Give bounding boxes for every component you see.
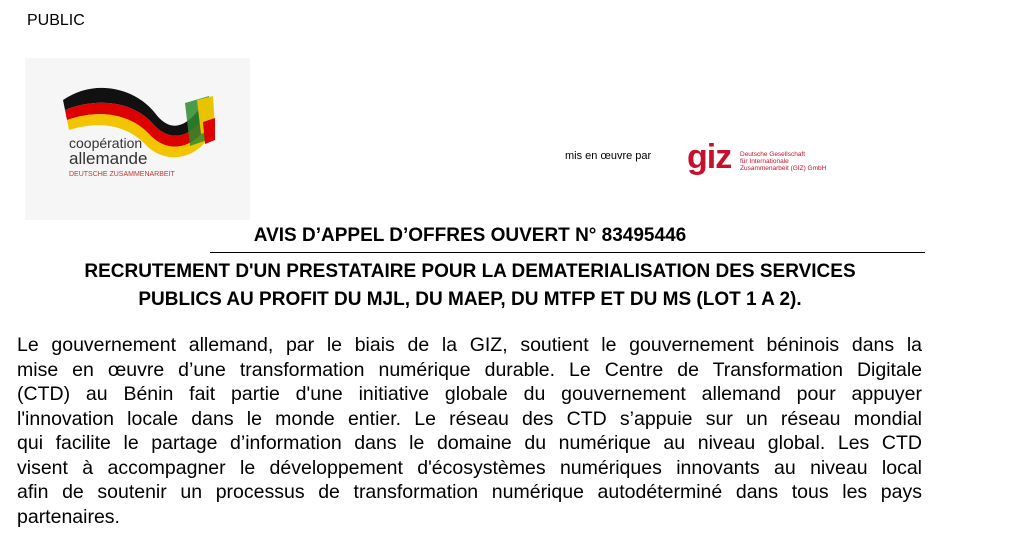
cooperation-logo: coopération allemande DEUTSCHE ZUSAMMENA… [25,58,250,220]
giz-text: Deutsche Gesellschaft [740,151,806,158]
implemented-by: mis en œuvre par [565,150,652,162]
giz-text: Zusammenarbeit (GIZ) GmbH [740,165,827,172]
logo-text: allemande [69,149,148,168]
subtitle-line: RECRUTEMENT D'UN PRESTATAIRE POUR LA DEM… [84,261,856,282]
paragraph-line: partenaires. [17,505,120,528]
logo-flag [63,87,215,158]
classification: PUBLIC [27,12,85,29]
subtitle-line: PUBLICS AU PROFIT DU MJL, DU MAEP, DU MT… [138,289,802,310]
giz-logo: giz [687,138,732,176]
logo-text: DEUTSCHE ZUSAMMENARBEIT [69,171,175,178]
paragraph: Le gouvernement allemand, par le biais d… [17,333,922,529]
logo-text: coopération [69,135,143,151]
paragraph-line: Le gouvernement allemand, par le biais d… [17,334,922,356]
paragraph-line: l'innovation locale dans le monde entier… [17,407,922,430]
paragraph-line: afin de soutenir un processus de transfo… [17,481,922,503]
subtitle: RECRUTEMENT D'UN PRESTATAIRE POUR LA DEM… [0,258,940,314]
paragraph-line: mise en œuvre d’une transformation numér… [17,358,922,381]
paragraph-line: qui facilite le partage d’information da… [17,432,922,454]
paragraph-line: (CTD) au Bénin fait partie d'une initiat… [17,383,922,405]
giz-subtitle: Deutsche Gesellschaft für Internationale… [740,151,826,172]
rule [210,252,925,253]
giz-text: für Internationale [740,158,789,165]
title: AVIS D’APPEL D’OFFRES OUVERT N° 83495446 [253,225,687,246]
paragraph-line: visent à accompagner le développement d'… [17,456,922,479]
